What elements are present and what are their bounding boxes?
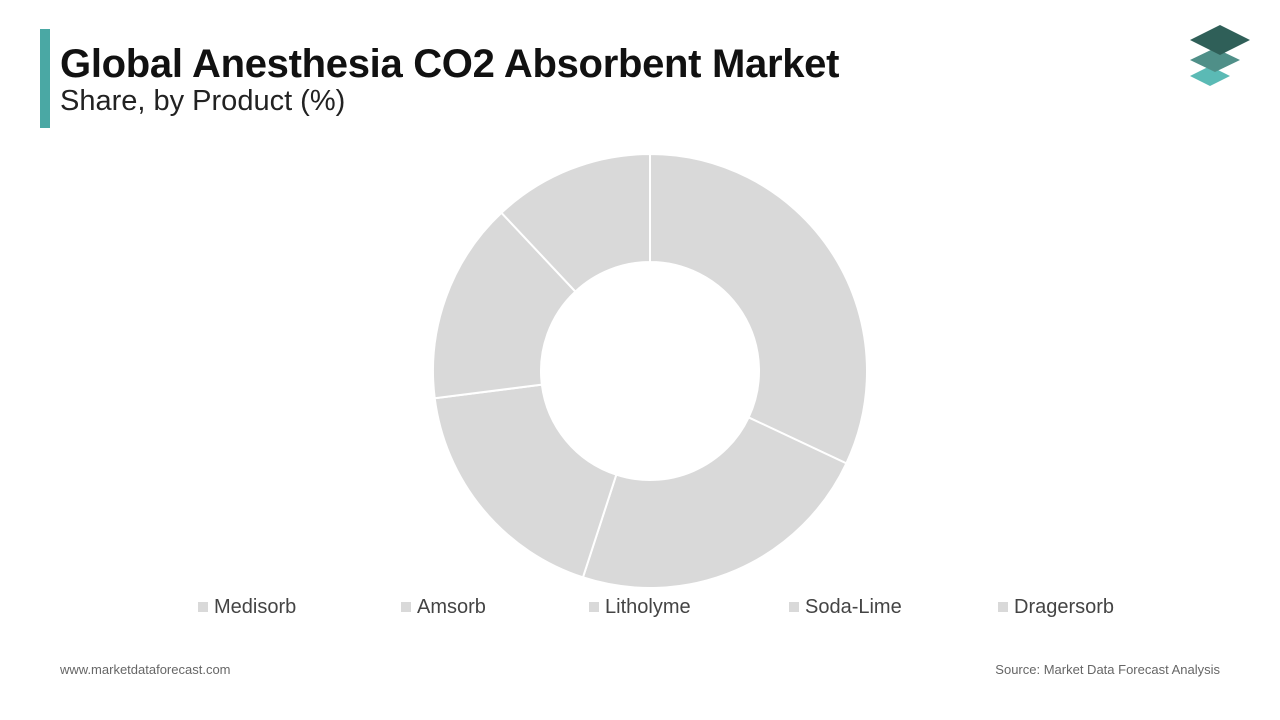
legend-label: Medisorb — [214, 595, 297, 618]
donut-slice-soda-lime — [432, 211, 577, 400]
website-footer: www.marketdataforecast.com — [60, 662, 231, 677]
chart-subtitle: Share, by Product (%) — [60, 85, 346, 117]
legend-swatch — [589, 602, 599, 612]
legend-swatch — [401, 602, 411, 612]
chart-title: Global Anesthesia CO2 Absorbent Market — [60, 42, 840, 86]
stacked-layers-icon — [1190, 25, 1250, 86]
legend-swatch — [198, 602, 208, 612]
donut-slice-litholyme — [433, 383, 618, 579]
legend-item: Dragersorb — [998, 594, 1114, 620]
legend-item: Amsorb — [401, 594, 486, 620]
logo-layer-middle — [1190, 48, 1240, 72]
title-accent-bar — [40, 29, 50, 128]
logo-layer-bottom — [1190, 66, 1230, 86]
legend-item: Medisorb — [198, 594, 296, 620]
logo-layer-top — [1190, 25, 1250, 55]
legend-label: Amsorb — [417, 595, 486, 618]
legend-swatch — [998, 602, 1008, 612]
legend-label: Dragersorb — [1014, 595, 1115, 618]
donut-slice-medisorb — [649, 152, 868, 465]
legend-swatch — [789, 602, 799, 612]
legend-label: Litholyme — [605, 595, 691, 618]
source-footer: Source: Market Data Forecast Analysis — [995, 662, 1220, 677]
legend-label: Soda-Lime — [805, 595, 902, 618]
legend-item: Litholyme — [589, 594, 691, 620]
donut-slice-amsorb — [581, 416, 848, 589]
legend-item: Soda-Lime — [789, 594, 902, 620]
donut-slice-dragersorb — [500, 152, 651, 293]
